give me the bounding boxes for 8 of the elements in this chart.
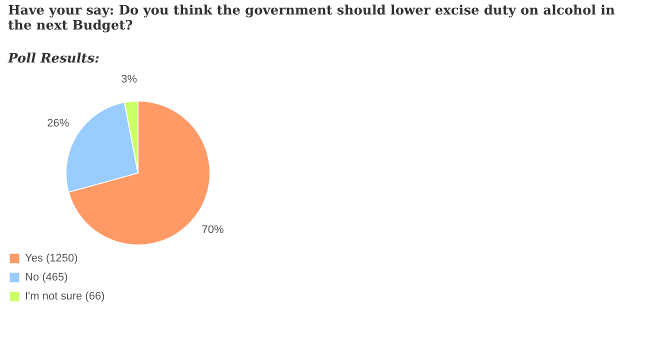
text: Have your say: Do you think the government should lower excise duty on alcohol in the next Budget? xyxy=(8,3,616,34)
legend-label: Yes (1250) xyxy=(25,252,78,264)
legend-label: I'm not sure (66) xyxy=(25,290,105,302)
data-label: 70% xyxy=(202,224,224,236)
data-label: 3% xyxy=(121,73,138,86)
data-label: 26% xyxy=(47,117,70,130)
chart-subtitle: Poll Results: xyxy=(7,51,100,66)
legend-label: No (465) xyxy=(25,272,68,284)
